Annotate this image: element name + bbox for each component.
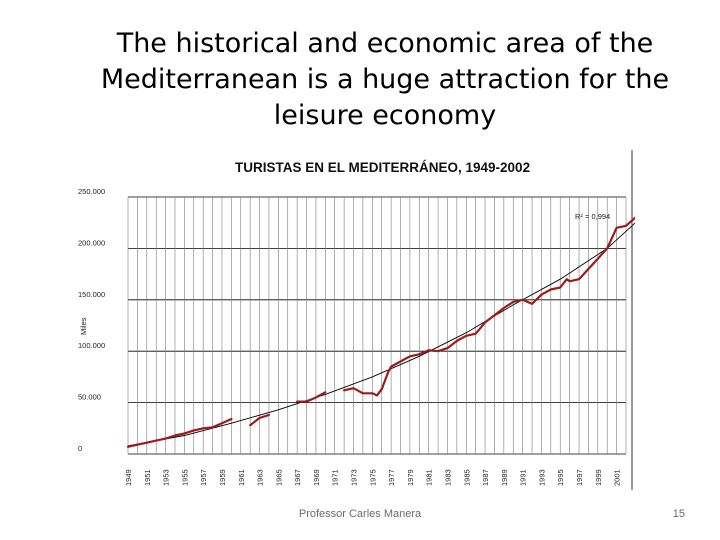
chart-background — [70, 150, 635, 490]
x-tick-label: 1973 — [350, 469, 359, 486]
x-tick-label: 2001 — [613, 469, 622, 486]
x-tick-label: 1997 — [575, 469, 584, 486]
x-tick-label: 1969 — [312, 469, 321, 486]
series-line-segment — [343, 216, 635, 397]
x-tick-label: 1987 — [481, 469, 490, 486]
tick-layer: 0 50.000 100.000 150.000 200.000 250.000 1949 1… — [78, 187, 622, 486]
x-tick-label: 1961 — [237, 469, 246, 486]
x-tick-label: 1953 — [162, 469, 171, 486]
trend-line — [127, 222, 635, 447]
series-line-segment — [249, 413, 270, 427]
footer-author: Professor Carles Manera — [298, 508, 422, 520]
x-tick-label: 1959 — [218, 469, 227, 486]
y-tick-label: 150.000 — [78, 290, 105, 299]
x-tick-label: 1955 — [180, 469, 189, 486]
x-tick-label: 1951 — [143, 469, 152, 486]
y-tick-label: 50.000 — [78, 393, 101, 402]
x-tick-label: 1989 — [500, 469, 509, 486]
y-tick-label: 200.000 — [78, 238, 105, 247]
x-tick-label: 1949 — [124, 469, 133, 486]
chart-title: TURISTAS EN EL MEDITERRÁNEO, 1949-2002 — [235, 160, 530, 175]
series-layer — [126, 216, 635, 448]
x-tick-label: 1967 — [293, 469, 302, 486]
trend-r2-label: R² = 0,994 — [575, 212, 610, 221]
chart-panel: TURISTAS EN EL MEDITERRÁNEO, 1949-2002 0… — [70, 150, 635, 490]
x-tick-label: 1981 — [425, 469, 434, 486]
x-tick-label: 1991 — [519, 469, 528, 486]
slide-title: The historical and economic area of the … — [100, 28, 670, 131]
x-tick-label: 1995 — [556, 469, 565, 486]
x-tick-label: 1983 — [443, 469, 452, 486]
x-tick-label: 1975 — [368, 469, 377, 486]
series-line-segment — [126, 417, 233, 448]
x-tick-label: 1985 — [462, 469, 471, 486]
series-line-segment — [296, 391, 327, 403]
x-tick-label: 1965 — [274, 469, 283, 486]
y-tick-label: 250.000 — [78, 187, 105, 196]
x-tick-label: 1979 — [406, 469, 415, 486]
y-tick-label: 0 — [78, 444, 82, 453]
tourists-line-chart: TURISTAS EN EL MEDITERRÁNEO, 1949-2002 0… — [70, 150, 635, 490]
x-tick-label: 1993 — [537, 469, 546, 486]
y-axis-label: Miles — [79, 317, 88, 335]
x-tick-label: 1977 — [387, 469, 396, 486]
slide-number: 15 — [672, 508, 685, 520]
x-tick-label: 1957 — [199, 469, 208, 486]
grid-layer — [127, 196, 627, 455]
x-tick-label: 1971 — [331, 469, 340, 486]
y-tick-label: 100.000 — [78, 341, 105, 350]
x-tick-label: 1999 — [594, 469, 603, 486]
x-tick-label: 1963 — [256, 469, 265, 486]
